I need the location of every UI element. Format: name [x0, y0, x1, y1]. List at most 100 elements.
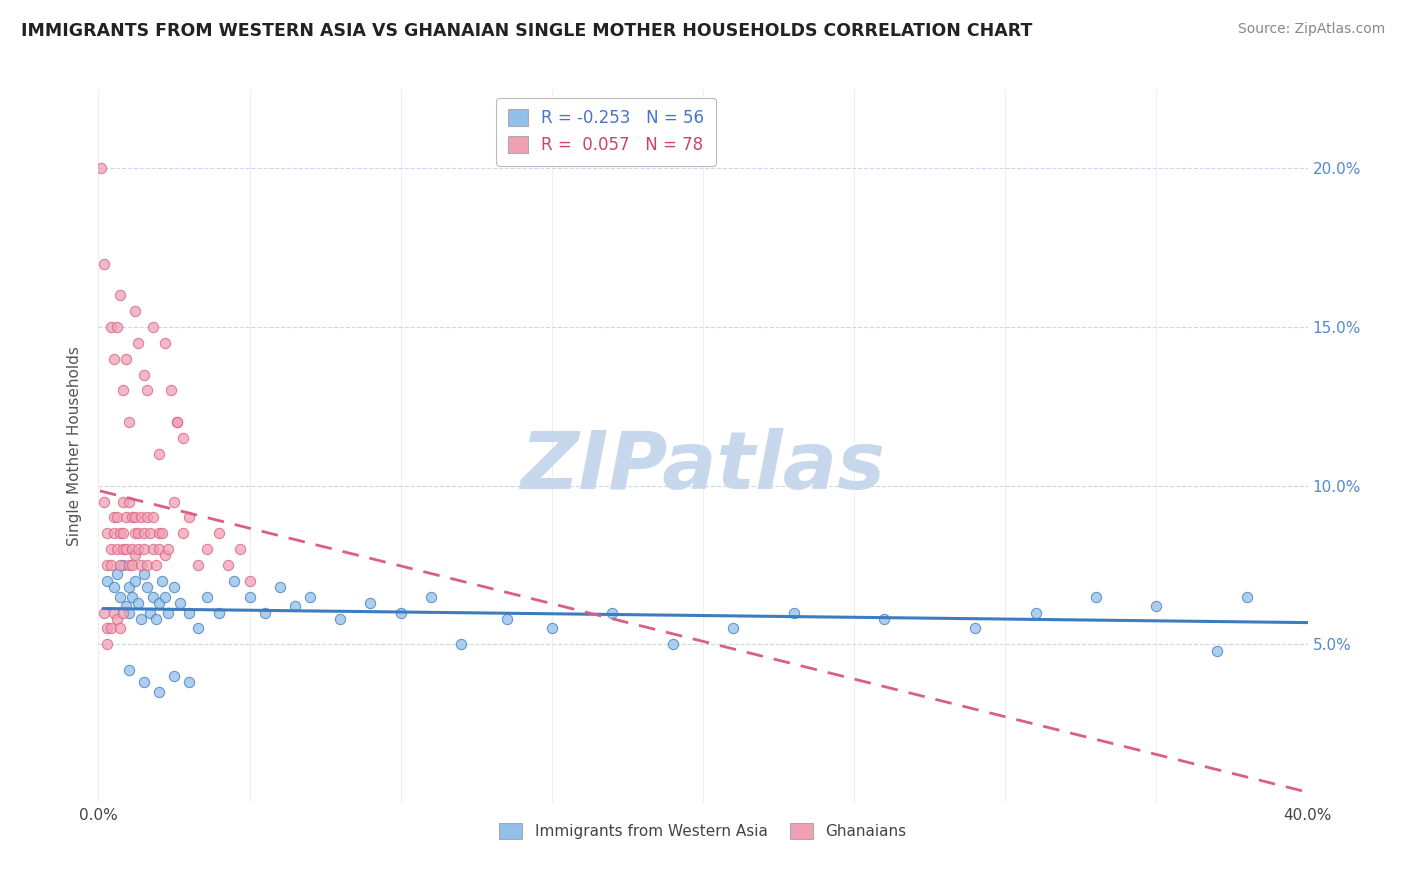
Point	[153, 549, 176, 563]
Point	[208, 606, 231, 620]
Point	[96, 574, 118, 588]
Point	[166, 415, 188, 429]
Point	[127, 542, 149, 557]
Point	[118, 580, 141, 594]
Point	[1024, 606, 1046, 620]
Point	[187, 558, 209, 572]
Point	[114, 510, 136, 524]
Point	[121, 510, 143, 524]
Point	[118, 606, 141, 620]
Point	[105, 567, 128, 582]
Point	[105, 510, 128, 524]
Point	[148, 526, 170, 541]
Point	[224, 574, 246, 588]
Point	[129, 510, 152, 524]
Point	[105, 542, 128, 557]
Point	[96, 558, 118, 572]
Point	[111, 606, 134, 620]
Point	[100, 558, 122, 572]
Point	[495, 612, 517, 626]
Point	[100, 542, 122, 557]
Point	[132, 368, 155, 382]
Point	[239, 590, 262, 604]
Point	[163, 580, 186, 594]
Point	[103, 606, 125, 620]
Point	[965, 621, 987, 635]
Point	[103, 580, 125, 594]
Point	[118, 558, 141, 572]
Point	[150, 526, 173, 541]
Point	[118, 415, 141, 429]
Point	[127, 335, 149, 350]
Point	[187, 621, 209, 635]
Point	[156, 606, 179, 620]
Point	[121, 590, 143, 604]
Point	[156, 542, 179, 557]
Point	[90, 161, 112, 176]
Point	[253, 606, 276, 620]
Point	[389, 606, 412, 620]
Point	[105, 320, 128, 334]
Point	[124, 549, 146, 563]
Point	[142, 510, 165, 524]
Point	[150, 574, 173, 588]
Point	[124, 510, 146, 524]
Point	[121, 558, 143, 572]
Point	[135, 510, 157, 524]
Point	[723, 621, 745, 635]
Point	[114, 351, 136, 366]
Point	[208, 526, 231, 541]
Point	[103, 351, 125, 366]
Point	[329, 612, 352, 626]
Point	[114, 599, 136, 614]
Point	[179, 606, 201, 620]
Point	[127, 526, 149, 541]
Point	[114, 542, 136, 557]
Point	[129, 612, 152, 626]
Point	[132, 675, 155, 690]
Point	[111, 558, 134, 572]
Point	[121, 542, 143, 557]
Point	[96, 526, 118, 541]
Point	[284, 599, 307, 614]
Point	[229, 542, 252, 557]
Point	[135, 580, 157, 594]
Point	[118, 663, 141, 677]
Point	[111, 542, 134, 557]
Point	[145, 612, 167, 626]
Point	[873, 612, 896, 626]
Point	[179, 675, 201, 690]
Point	[96, 637, 118, 651]
Point	[160, 384, 183, 398]
Point	[166, 415, 188, 429]
Point	[124, 304, 146, 318]
Point	[148, 447, 170, 461]
Point	[142, 320, 165, 334]
Point	[93, 257, 115, 271]
Text: ZIPatlas: ZIPatlas	[520, 428, 886, 507]
Point	[540, 621, 562, 635]
Point	[299, 590, 322, 604]
Point	[127, 596, 149, 610]
Point	[163, 494, 186, 508]
Point	[103, 526, 125, 541]
Point	[111, 494, 134, 508]
Point	[118, 494, 141, 508]
Y-axis label: Single Mother Households: Single Mother Households	[67, 346, 83, 546]
Point	[142, 542, 165, 557]
Point	[124, 574, 146, 588]
Point	[129, 558, 152, 572]
Point	[135, 384, 157, 398]
Point	[148, 685, 170, 699]
Point	[139, 606, 162, 620]
Point	[1236, 590, 1258, 604]
Point	[783, 606, 806, 620]
Point	[169, 596, 191, 610]
Point	[93, 494, 115, 508]
Point	[269, 580, 291, 594]
Point	[132, 526, 155, 541]
Point	[179, 510, 201, 524]
Point	[153, 590, 176, 604]
Point	[124, 526, 146, 541]
Point	[132, 542, 155, 557]
